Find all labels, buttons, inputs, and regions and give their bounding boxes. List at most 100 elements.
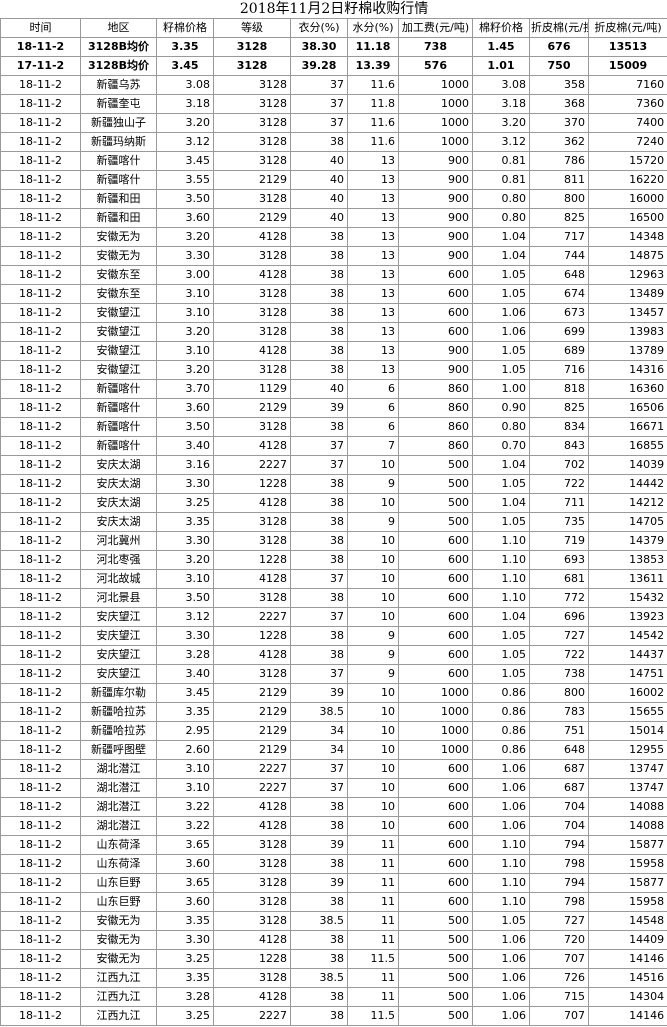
data-cell: 699 (529, 322, 589, 342)
data-cell: 1.06 (472, 797, 530, 817)
data-cell: 40 (290, 151, 348, 171)
data-cell: 1.05 (472, 284, 530, 304)
data-cell: 安庆望江 (80, 626, 157, 646)
data-cell: 786 (529, 151, 589, 171)
data-cell: 600 (398, 892, 473, 912)
data-cell: 900 (398, 151, 473, 171)
data-cell: 新疆哈拉苏 (80, 702, 157, 722)
data-cell: 843 (529, 436, 589, 456)
data-cell: 18-11-2 (0, 1006, 81, 1026)
data-row: 18-11-2 湖北潜江 3.22 4128 38 10 600 1.06 704 14088 (0, 797, 667, 817)
data-cell: 18-11-2 (0, 683, 81, 703)
data-cell: 648 (529, 265, 589, 285)
data-cell: 722 (529, 474, 589, 494)
summary-cell: 3128B均价 (80, 56, 157, 76)
data-cell: 500 (398, 493, 473, 513)
data-cell: 648 (529, 740, 589, 760)
data-cell: 江西九江 (80, 987, 157, 1007)
data-cell: 18-11-2 (0, 835, 81, 855)
data-cell: 18-11-2 (0, 987, 81, 1007)
data-cell: 860 (398, 417, 473, 437)
data-cell: 18-11-2 (0, 151, 81, 171)
data-cell: 1000 (398, 94, 473, 114)
data-cell: 18-11-2 (0, 949, 81, 969)
data-cell: 湖北潜江 (80, 759, 157, 779)
data-cell: 600 (398, 759, 473, 779)
data-cell: 38 (290, 227, 348, 247)
data-row: 18-11-2 新疆喀什 3.40 4128 37 7 860 0.70 843 16855 (0, 436, 667, 456)
data-cell: 798 (529, 854, 589, 874)
data-cell: 900 (398, 170, 473, 190)
summary-cell: 15009 (587, 56, 667, 76)
data-cell: 13 (347, 284, 399, 304)
data-cell: 7240 (587, 132, 667, 152)
data-cell: 794 (529, 835, 589, 855)
data-cell: 新疆喀什 (80, 170, 157, 190)
data-row: 18-11-2 新疆呼图壁 2.60 2129 34 10 1000 0.86 648 12955 (0, 740, 667, 760)
data-cell: 696 (529, 607, 589, 627)
data-cell: 3128 (213, 911, 291, 931)
data-cell: 新疆喀什 (80, 436, 157, 456)
data-cell: 15877 (587, 873, 667, 893)
data-cell: 3.25 (156, 949, 214, 969)
data-cell: 河北冀州 (80, 531, 157, 551)
data-cell: 新疆奎屯 (80, 94, 157, 114)
data-row: 18-11-2 新疆玛纳斯 3.12 3128 38 11.6 1000 3.12 362 724… (0, 132, 667, 152)
data-cell: 3.18 (156, 94, 214, 114)
data-cell: 704 (529, 797, 589, 817)
data-cell: 18-11-2 (0, 341, 81, 361)
summary-cell: 3.35 (156, 37, 214, 57)
header-cell: 籽棉价格 (156, 18, 214, 38)
data-cell: 726 (529, 968, 589, 988)
data-cell: 山东荷泽 (80, 854, 157, 874)
data-cell: 14751 (587, 664, 667, 684)
data-cell: 9 (347, 664, 399, 684)
data-cell: 3.35 (156, 512, 214, 532)
data-cell: 34 (290, 721, 348, 741)
data-cell: 37 (290, 607, 348, 627)
summary-cell: 13513 (587, 37, 667, 57)
data-cell: 600 (398, 645, 473, 665)
data-cell: 4128 (213, 645, 291, 665)
data-row: 18-11-2 安徽无为 3.25 1228 38 11.5 500 1.06 707 14146 (0, 949, 667, 969)
data-cell: 3.70 (156, 379, 214, 399)
data-cell: 0.86 (472, 740, 530, 760)
data-cell: 0.80 (472, 208, 530, 228)
data-cell: 7 (347, 436, 399, 456)
data-cell: 18-11-2 (0, 208, 81, 228)
data-cell: 500 (398, 968, 473, 988)
data-cell: 3.30 (156, 531, 214, 551)
data-cell: 3.10 (156, 778, 214, 798)
data-cell: 1.10 (472, 569, 530, 589)
data-cell: 3.30 (156, 474, 214, 494)
data-row: 18-11-2 湖北潜江 3.10 2227 37 10 600 1.06 687 13747 (0, 778, 667, 798)
data-cell: 11 (347, 854, 399, 874)
data-cell: 715 (529, 987, 589, 1007)
data-cell: 16002 (587, 683, 667, 703)
data-cell: 1.05 (472, 911, 530, 931)
data-cell: 860 (398, 436, 473, 456)
data-cell: 13 (347, 208, 399, 228)
data-row: 18-11-2 安庆太湖 3.16 2227 37 10 500 1.04 702 14039 (0, 455, 667, 475)
data-cell: 600 (398, 835, 473, 855)
data-cell: 15958 (587, 892, 667, 912)
data-cell: 18-11-2 (0, 246, 81, 266)
data-row: 18-11-2 湖北潜江 3.22 4128 38 10 600 1.06 704 14088 (0, 816, 667, 836)
data-cell: 3.20 (156, 113, 214, 133)
header-row: 时间地区籽棉价格等级衣分(%)水分(%)加工费(元/吨)棉籽价格折皮棉(元/担)… (0, 18, 667, 38)
data-row: 18-11-2 安徽无为 3.30 4128 38 11 500 1.06 720 14409 (0, 930, 667, 950)
data-cell: 3128 (213, 512, 291, 532)
summary-cell: 1.45 (472, 37, 530, 57)
data-cell: 13 (347, 189, 399, 209)
data-cell: 16000 (587, 189, 667, 209)
data-cell: 3.22 (156, 797, 214, 817)
data-cell: 3128 (213, 322, 291, 342)
data-cell: 37 (290, 113, 348, 133)
data-cell: 0.86 (472, 702, 530, 722)
data-cell: 34 (290, 740, 348, 760)
data-cell: 1.04 (472, 607, 530, 627)
data-cell: 3.40 (156, 436, 214, 456)
data-cell: 16671 (587, 417, 667, 437)
data-cell: 4128 (213, 987, 291, 1007)
data-cell: 1228 (213, 474, 291, 494)
